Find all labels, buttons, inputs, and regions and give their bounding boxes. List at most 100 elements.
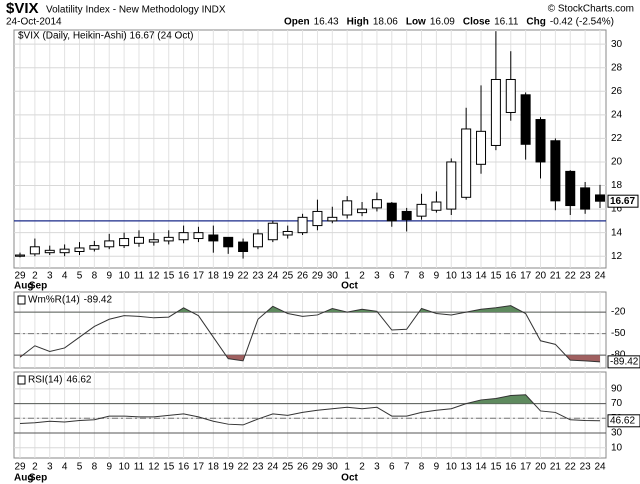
x-tick-label: 3 (374, 462, 380, 473)
candle-body (490, 78, 501, 146)
x-tick-label: 7 (404, 271, 410, 282)
candle-body (44, 249, 55, 254)
x-tick-label: 30 (327, 271, 339, 282)
candle-body (386, 202, 397, 222)
x-tick-label: 23 (252, 462, 264, 473)
x-tick-label: 1 (344, 462, 350, 473)
candle-body (74, 247, 85, 253)
x-tick-label: 8 (92, 462, 98, 473)
y-tick-label: 10 (611, 442, 623, 453)
indicator-line (19, 394, 601, 426)
x-tick-label: 26 (297, 271, 309, 282)
x-tick-label: 29 (312, 462, 324, 473)
x-tick-label: 4 (62, 271, 68, 282)
y-tick-label: 26 (611, 86, 623, 97)
candle-body (297, 216, 308, 234)
x-month-label: Sep (29, 281, 47, 292)
y-tick-label: 16 (611, 204, 623, 215)
y-tick-label: 28 (611, 62, 623, 73)
x-tick-label: 15 (163, 462, 175, 473)
y-tick-label: 24 (611, 109, 623, 120)
last-value-box (607, 355, 640, 369)
x-tick-label: 14 (475, 271, 487, 282)
x-tick-label: 1 (344, 271, 350, 282)
x-tick-label: 21 (550, 271, 562, 282)
x-month-label: Aug (14, 281, 33, 292)
candle-body (431, 201, 442, 211)
x-month-label: Oct (341, 473, 358, 484)
quote-value: 16.11 (494, 17, 519, 28)
x-tick-label: 17 (520, 462, 532, 473)
last-value-label: 46.62 (610, 415, 635, 426)
x-tick-label: 17 (193, 462, 205, 473)
x-tick-label: 22 (565, 462, 577, 473)
x-tick-label: 24 (594, 462, 606, 473)
x-tick-label: 23 (580, 462, 592, 473)
panel-frame (13, 371, 607, 459)
legend-icon (17, 295, 26, 305)
quote-value: 18.06 (373, 17, 398, 28)
candle-body (446, 161, 457, 210)
x-tick-label: 17 (193, 271, 205, 282)
x-tick-label: 9 (434, 462, 440, 473)
x-tick-label: 29 (14, 271, 26, 282)
x-tick-label: 21 (550, 462, 562, 473)
x-tick-label: 4 (62, 462, 68, 473)
x-tick-label: 8 (419, 271, 425, 282)
quote-label: Open (284, 17, 310, 28)
x-tick-label: 2 (32, 462, 38, 473)
candle-body (238, 241, 249, 253)
candle-body (535, 119, 546, 163)
x-tick-label: 9 (106, 271, 112, 282)
x-tick-label: 3 (47, 462, 53, 473)
x-tick-label: 11 (134, 271, 145, 282)
x-tick-label: 7 (404, 462, 410, 473)
x-tick-label: 3 (47, 271, 53, 282)
quote-label: Low (406, 17, 426, 28)
credit: © StockCharts.com (548, 4, 634, 15)
candle-body (580, 187, 591, 210)
candle-body (520, 94, 531, 145)
x-tick-label: 13 (461, 271, 473, 282)
candle-body (371, 199, 382, 209)
y-tick-label: 14 (611, 227, 623, 238)
x-tick-label: 9 (434, 271, 440, 282)
indicator-line (19, 305, 601, 363)
candle-body (565, 170, 576, 207)
legend-icon (17, 375, 26, 385)
x-tick-label: 22 (238, 271, 250, 282)
y-tick-label: 90 (611, 384, 623, 395)
x-tick-label: 17 (520, 271, 532, 282)
x-tick-label: 16 (505, 462, 517, 473)
candle-body (476, 130, 487, 165)
x-tick-label: 24 (267, 462, 279, 473)
x-tick-label: 29 (312, 271, 324, 282)
candle-body (29, 246, 40, 255)
x-tick-label: 22 (238, 462, 250, 473)
candle-body (193, 232, 204, 240)
x-tick-label: 25 (282, 271, 294, 282)
legend-value: 46.62 (66, 375, 91, 386)
last-value-label: -89.42 (610, 356, 639, 367)
x-tick-label: 22 (565, 271, 577, 282)
candle-body (133, 236, 144, 244)
candle-body (15, 254, 25, 257)
candle-body (267, 222, 278, 241)
x-tick-label: 24 (594, 271, 606, 282)
y-tick-label: -20 (611, 307, 626, 318)
quote-value: 16.43 (314, 17, 339, 28)
x-tick-label: 3 (374, 271, 380, 282)
x-tick-label: 5 (77, 271, 83, 282)
quote-label: Chg (526, 17, 545, 28)
x-month-label: Aug (14, 473, 33, 484)
y-tick-label: 30 (611, 39, 623, 50)
x-tick-label: 15 (490, 271, 502, 282)
x-tick-label: 2 (359, 462, 365, 473)
x-tick-label: 6 (389, 271, 395, 282)
x-tick-label: 24 (267, 271, 279, 282)
x-tick-label: 6 (389, 462, 395, 473)
y-tick-label: 18 (611, 180, 623, 191)
x-tick-label: 15 (163, 271, 175, 282)
candle-body (401, 210, 412, 221)
